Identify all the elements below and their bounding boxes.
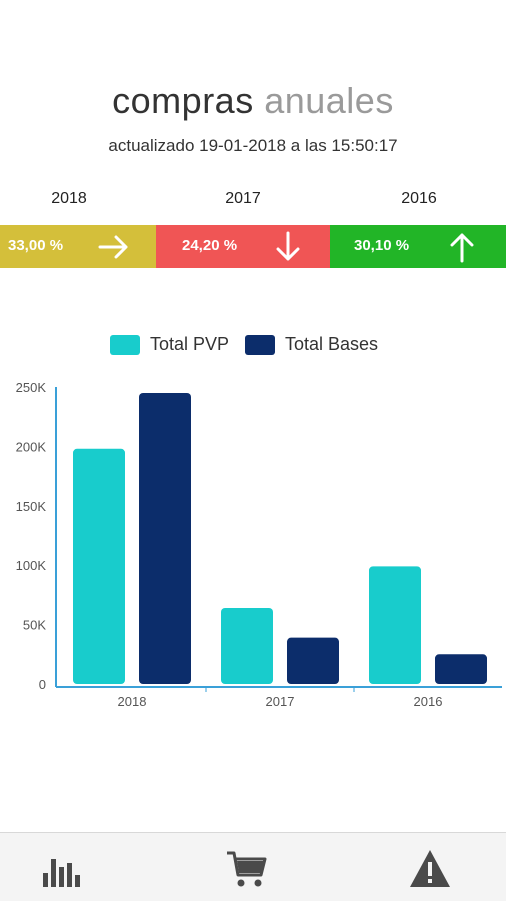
title-word-compras: compras: [112, 80, 254, 121]
bottom-navigation-bar: [0, 832, 506, 901]
legend-label-total-bases: Total Bases: [285, 334, 379, 354]
last-updated-text: actualizado 19-01-2018 a las 15:50:17: [108, 136, 398, 155]
page-title: compras anuales: [0, 80, 506, 122]
year-labels-row: 2018 2017 2016: [0, 190, 506, 212]
legend-item-total-bases[interactable]: Total Bases: [245, 334, 378, 355]
y-tick-label: 0: [39, 677, 46, 692]
year-label-2018: 2018: [51, 190, 87, 207]
down-arrow-icon: [276, 231, 300, 261]
x-tick-label: 2017: [266, 694, 295, 709]
y-tick-label: 250K: [16, 380, 47, 395]
change-tile-2018[interactable]: 33,00 %: [0, 225, 156, 268]
change-tile-2016[interactable]: 30,10 %: [330, 225, 506, 268]
y-tick-label: 150K: [16, 499, 47, 514]
legend-label-total-pvp: Total PVP: [150, 334, 230, 354]
bar-2016-total-bases: [435, 654, 487, 684]
bar-2017-total-pvp: [221, 607, 273, 684]
legend-swatch-total-bases: [245, 334, 275, 355]
change-tile-2017[interactable]: 24,20 %: [156, 225, 330, 268]
bar-chart-icon[interactable]: [38, 847, 82, 891]
legend-swatch-total-pvp: [110, 334, 140, 355]
change-value-2018: 33,00 %: [8, 237, 64, 254]
annual-purchases-bar-chart: 0 50K 100K 150K 200K 250K 2018 2017 2016: [16, 380, 502, 709]
change-value-2016: 30,10 %: [354, 237, 410, 254]
y-tick-label: 100K: [16, 558, 47, 573]
bar-2016-total-pvp: [369, 566, 421, 684]
shopping-cart-icon[interactable]: [225, 847, 269, 891]
up-arrow-icon: [450, 233, 474, 263]
change-value-2017: 24,20 %: [182, 237, 238, 254]
title-word-anuales: anuales: [264, 80, 394, 121]
warning-icon[interactable]: [408, 847, 452, 891]
right-arrow-icon: [98, 235, 128, 259]
legend-item-total-pvp[interactable]: Total PVP: [110, 334, 229, 355]
bar-2018-total-pvp: [73, 448, 125, 684]
yearly-change-strip: 33,00 % 24,20 % 30,10 %: [0, 225, 506, 268]
x-tick-label: 2016: [414, 694, 443, 709]
y-tick-label: 50K: [23, 618, 46, 633]
bar-2017-total-bases: [287, 637, 339, 684]
year-label-2017: 2017: [225, 190, 261, 207]
bar-2018-total-bases: [139, 392, 191, 684]
x-tick-label: 2018: [118, 694, 147, 709]
year-label-2016: 2016: [401, 190, 437, 207]
chart-legend: Total PVP Total Bases: [0, 334, 506, 358]
y-tick-label: 200K: [16, 439, 47, 454]
